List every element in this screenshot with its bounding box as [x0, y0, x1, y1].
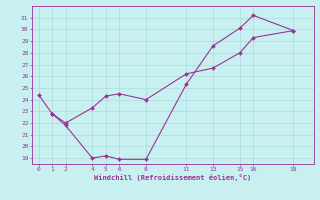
- X-axis label: Windchill (Refroidissement éolien,°C): Windchill (Refroidissement éolien,°C): [94, 174, 252, 181]
